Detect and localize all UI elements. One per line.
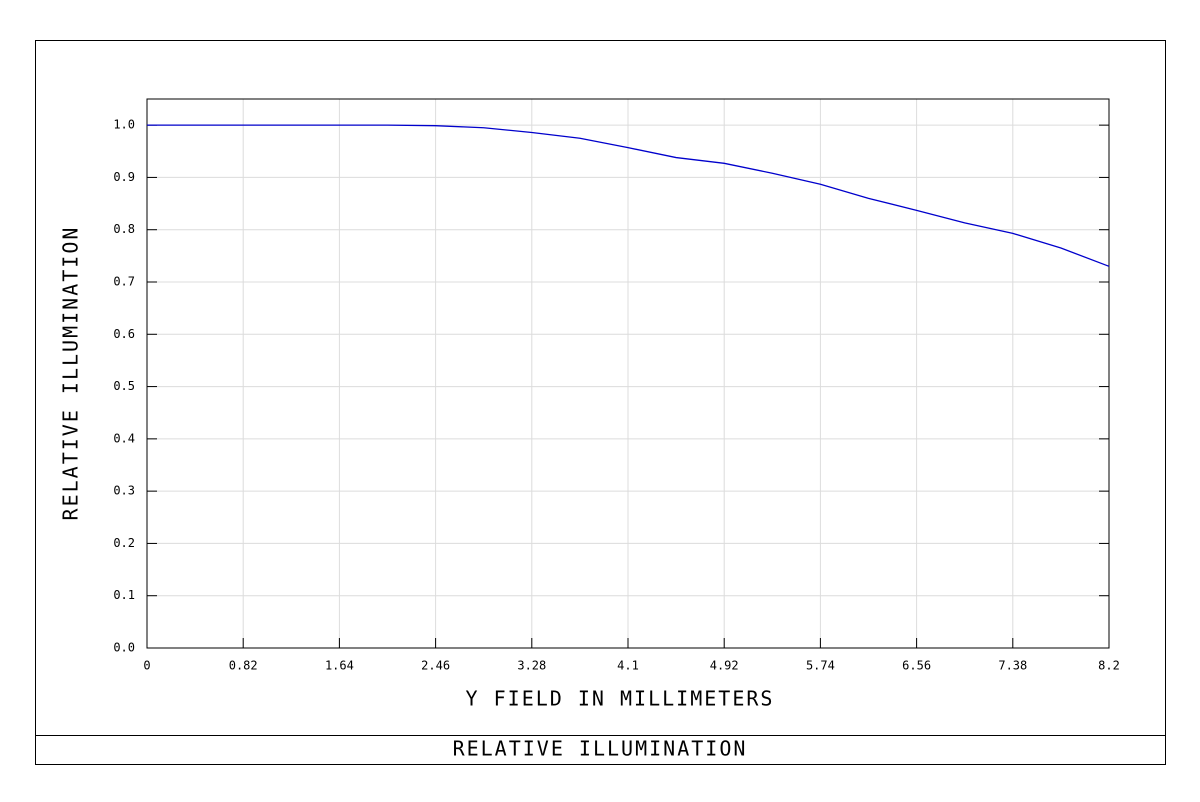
y-tick-label: 0.1 (113, 588, 135, 602)
y-tick-label: 0.6 (113, 327, 135, 341)
y-axis-label: RELATIVE ILLUMINATION (59, 226, 83, 521)
x-tick-label: 2.46 (421, 659, 450, 673)
x-axis-label: Y FIELD IN MILLIMETERS (466, 687, 775, 711)
x-tick-label: 0 (143, 659, 150, 673)
y-tick-label: 0.4 (113, 431, 135, 445)
y-tick-label: 0.2 (113, 536, 135, 550)
x-tick-label: 4.92 (710, 659, 739, 673)
x-tick-label: 1.64 (325, 659, 354, 673)
y-tick-label: 0.8 (113, 222, 135, 236)
x-tick-label: 5.74 (806, 659, 835, 673)
x-tick-label: 4.1 (617, 659, 639, 673)
y-tick-label: 0.7 (113, 275, 135, 289)
x-tick-label: 7.38 (998, 659, 1027, 673)
y-tick-label: 1.0 (113, 118, 135, 132)
plot-border (146, 98, 1110, 649)
y-tick-label: 0.5 (113, 379, 135, 393)
y-tick-label: 0.3 (113, 484, 135, 498)
x-tick-label: 8.2 (1098, 659, 1120, 673)
chart-title: RELATIVE ILLUMINATION (453, 737, 748, 761)
x-tick-label: 3.28 (517, 659, 546, 673)
y-tick-label: 0.9 (113, 170, 135, 184)
frame (35, 40, 1166, 765)
data-line (147, 124, 1110, 267)
y-tick-label: 0.0 (113, 641, 135, 655)
x-tick-label: 6.56 (902, 659, 931, 673)
x-tick-label: 0.82 (229, 659, 258, 673)
